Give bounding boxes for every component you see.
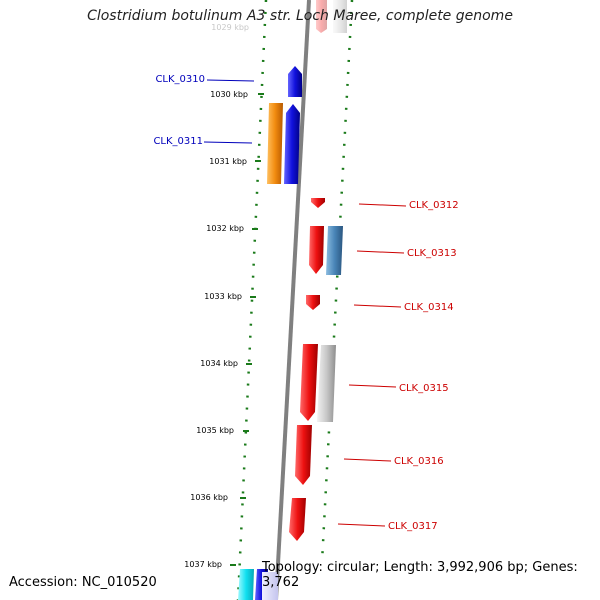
- ruler-tick: 1034 kbp: [200, 359, 252, 368]
- feature-top-partial[interactable]: [316, 0, 347, 33]
- inner-strand-guide: [320, 0, 354, 563]
- svg-text:1037 kbp: 1037 kbp: [184, 560, 222, 569]
- gene-label-clk-0314[interactable]: CLK_0314: [353, 302, 454, 313]
- ruler-tick: 1032 kbp: [206, 224, 258, 233]
- gene-label-clk-0310[interactable]: CLK_0310: [155, 74, 255, 85]
- svg-text:CLK_0313: CLK_0313: [407, 248, 457, 259]
- gene-clk-0315-arrow[interactable]: [300, 344, 318, 421]
- genome-backbone: [274, 0, 311, 600]
- svg-text:1034 kbp: 1034 kbp: [200, 359, 238, 368]
- svg-text:CLK_0314: CLK_0314: [404, 302, 454, 313]
- svg-text:CLK_0317: CLK_0317: [388, 521, 438, 532]
- gene-label-clk-0315[interactable]: CLK_0315: [348, 383, 449, 394]
- svg-text:1036 kbp: 1036 kbp: [190, 493, 228, 502]
- ruler-tick: 1033 kbp: [204, 292, 256, 301]
- gene-label-clk-0316[interactable]: CLK_0316: [343, 456, 444, 467]
- feature-orange-block[interactable]: [267, 103, 283, 184]
- gene-label-clk-0313[interactable]: CLK_0313: [356, 248, 457, 259]
- svg-text:1032 kbp: 1032 kbp: [206, 224, 244, 233]
- feature-grey-block[interactable]: [317, 345, 336, 422]
- svg-text:CLK_0310: CLK_0310: [155, 74, 205, 85]
- gene-clk-0317-arrow[interactable]: [289, 498, 306, 541]
- genome-ruler: 1029 kbp 1030 kbp 1031 kbp 1032 kbp 1033…: [184, 23, 264, 569]
- gene-clk-0314-arrow[interactable]: [306, 295, 320, 310]
- ruler-tick: 1029 kbp: [211, 23, 249, 32]
- gene-clk-0312-arrow[interactable]: [311, 198, 325, 208]
- svg-text:CLK_0316: CLK_0316: [394, 456, 444, 467]
- svg-text:1029 kbp: 1029 kbp: [211, 23, 249, 32]
- svg-text:1031 kbp: 1031 kbp: [209, 157, 247, 166]
- outer-strand-guide: [236, 0, 268, 600]
- ruler-tick: 1035 kbp: [196, 426, 249, 435]
- ruler-tick: 1037 kbp: [184, 560, 236, 569]
- ruler-tick: 1031 kbp: [209, 157, 261, 166]
- ruler-tick: 1036 kbp: [190, 493, 246, 502]
- gene-clk-0311-arrow[interactable]: [284, 104, 300, 184]
- svg-text:1035 kbp: 1035 kbp: [196, 426, 234, 435]
- feature-bottom-partial[interactable]: [238, 569, 278, 600]
- gene-label-clk-0317[interactable]: CLK_0317: [337, 521, 438, 532]
- gene-label-clk-0312[interactable]: CLK_0312: [358, 200, 459, 211]
- map-title: Clostridium botulinum A3 str. Loch Maree…: [87, 8, 513, 24]
- gene-clk-0310-arrow[interactable]: [288, 66, 302, 97]
- gene-clk-0313-arrow[interactable]: [309, 226, 324, 274]
- svg-text:CLK_0315: CLK_0315: [399, 383, 449, 394]
- svg-text:1033 kbp: 1033 kbp: [204, 292, 242, 301]
- gene-clk-0316-arrow[interactable]: [295, 425, 312, 485]
- feature-steelblue-block[interactable]: [326, 226, 343, 275]
- ruler-tick: 1030 kbp: [210, 90, 264, 99]
- accession-info: Accession: NC_010520: [9, 575, 157, 590]
- gene-label-clk-0311[interactable]: CLK_0311: [153, 136, 253, 147]
- svg-text:1030 kbp: 1030 kbp: [210, 90, 248, 99]
- topology-info: Topology: circular; Length: 3,992,906 bp…: [262, 560, 578, 590]
- svg-text:CLK_0311: CLK_0311: [153, 136, 203, 147]
- svg-text:CLK_0312: CLK_0312: [409, 200, 459, 211]
